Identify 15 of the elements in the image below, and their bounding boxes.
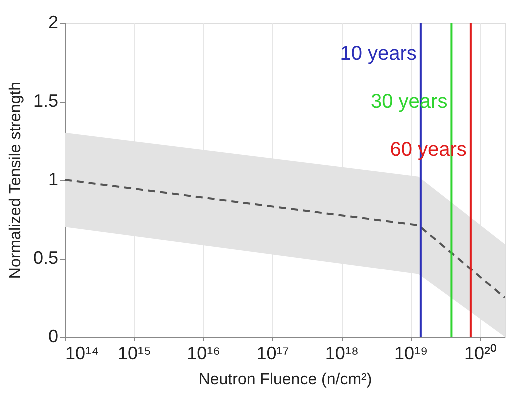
x-tick-label: 10¹⁵	[118, 344, 152, 364]
x-tick-label: 10¹⁹	[394, 344, 428, 364]
y-tick-label: 1.5	[33, 91, 58, 111]
x-axis-title: Neutron Fluence (n/cm²)	[198, 372, 372, 388]
x-tick-label: 10¹⁷	[256, 344, 290, 364]
y-tick-label: 1	[48, 170, 58, 190]
ref-line-label: 10 years	[340, 43, 417, 65]
y-tick-label: 0.5	[33, 248, 58, 268]
y-tick-label: 0	[48, 326, 58, 346]
x-tick-label: 10¹⁴	[66, 344, 100, 364]
y-axis-title: Normalized Tensile strength	[7, 82, 24, 280]
x-tick-label: 10¹⁸	[325, 344, 359, 364]
y-tick-label: 2	[48, 12, 58, 32]
x-tick-label: 10¹⁶	[187, 344, 221, 364]
x-tick-label: 10²⁰	[464, 344, 496, 364]
